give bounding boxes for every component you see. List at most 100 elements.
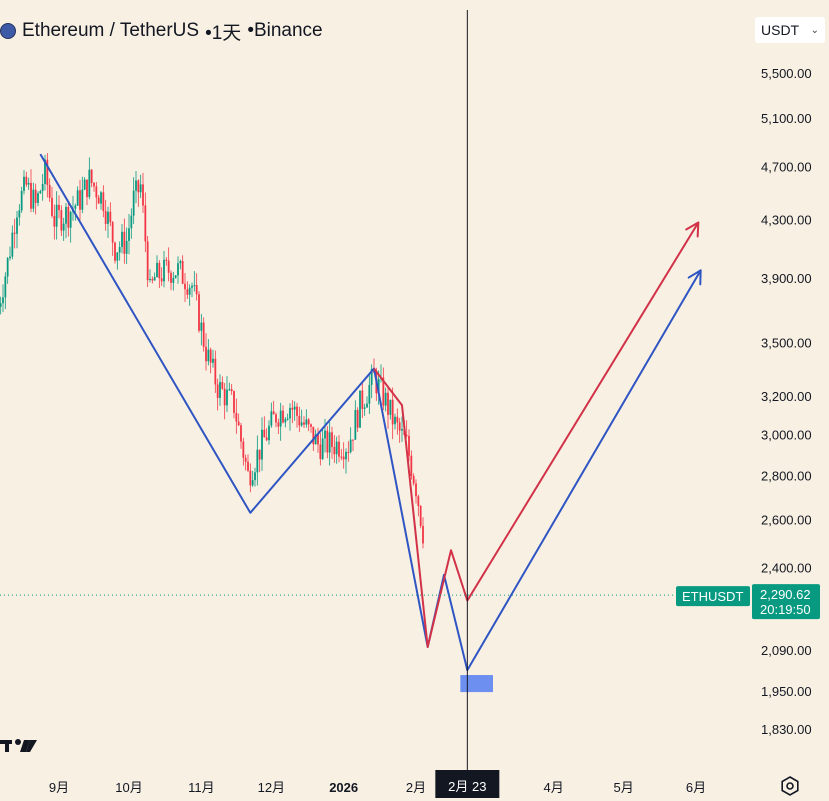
price-tick-label: 3,200.00 <box>761 389 812 404</box>
candle-body <box>361 390 364 409</box>
candle-body <box>394 416 396 425</box>
exchange-label: •Binance <box>247 20 323 41</box>
candle-body <box>408 435 410 456</box>
candle-body <box>90 169 93 183</box>
candle-body <box>125 240 128 254</box>
time-tick-label: 11月 <box>188 780 215 795</box>
candle-body <box>118 247 121 253</box>
candle-body <box>0 303 2 307</box>
candle-body <box>310 424 312 427</box>
crosshair-date-badge <box>435 770 500 798</box>
candle-body <box>352 439 354 441</box>
candle-body <box>144 205 147 242</box>
candle-body <box>214 358 217 385</box>
candle-body <box>156 262 158 278</box>
price-tick-label: 1,830.00 <box>761 722 812 737</box>
candle-body <box>16 217 18 234</box>
price-tick-label: 2,800.00 <box>761 468 812 483</box>
candle-body <box>291 407 294 410</box>
candle-body <box>279 410 282 427</box>
candle-body <box>163 259 165 282</box>
candle-body <box>286 418 289 420</box>
candle-body <box>186 289 189 295</box>
price-tick-label: 3,500.00 <box>761 335 812 350</box>
candle-body <box>130 215 133 229</box>
price-tick-label: 2,600.00 <box>761 513 812 528</box>
candle-body <box>233 391 235 413</box>
quote-currency-value: USDT <box>761 22 800 38</box>
tradingview-logo-icon[interactable] <box>0 734 40 754</box>
time-tick-label: 12月 <box>258 780 285 795</box>
price-axis: 5,500.00 5,100.00 4,700.00 4,300.00 3,900.00… <box>761 66 812 737</box>
candle-body <box>328 432 331 453</box>
candle-body <box>422 525 424 544</box>
quote-currency-select[interactable]: USDT ⌄ <box>755 17 825 43</box>
candle-body <box>398 422 401 431</box>
candle-body <box>139 184 142 193</box>
candle-body <box>179 261 182 264</box>
time-tick-label: 9月 <box>49 780 69 795</box>
candle-body <box>4 276 7 298</box>
interval-label[interactable]: •1天 <box>205 22 242 44</box>
ethereum-icon <box>0 23 16 39</box>
price-tick-label: 3,900.00 <box>761 271 812 286</box>
candle-body <box>109 211 112 223</box>
settings-icon[interactable] <box>780 776 800 796</box>
candle-body <box>307 419 310 425</box>
candle-body <box>20 190 23 211</box>
candle-body <box>207 349 210 362</box>
candle-body <box>167 260 170 273</box>
candle-body <box>265 437 268 441</box>
candle-body <box>405 434 408 436</box>
candle-body <box>261 429 263 460</box>
candle-body <box>275 414 277 423</box>
candle-body <box>321 438 324 459</box>
candle-body <box>51 197 53 216</box>
candle-body <box>170 272 172 283</box>
price-tick-label: 4,300.00 <box>761 213 812 228</box>
candle-body <box>65 206 67 224</box>
chevron-down-icon: ⌄ <box>810 24 819 36</box>
candle-body <box>221 382 224 389</box>
candle-body <box>39 191 42 194</box>
price-tick-label: 5,500.00 <box>761 66 812 81</box>
candle-body <box>303 422 305 425</box>
candle-body <box>132 190 135 216</box>
candle-body <box>387 392 389 415</box>
candle-body <box>135 180 137 191</box>
candle-body <box>128 228 130 241</box>
candle-body <box>86 179 88 198</box>
candle-body <box>83 179 86 190</box>
candle-body <box>417 496 420 506</box>
candle-body <box>160 278 163 282</box>
candle-body <box>149 278 151 281</box>
red-arrowhead <box>696 221 700 238</box>
candle-body <box>9 256 11 259</box>
candle-body <box>389 399 392 415</box>
candle-body <box>48 184 51 198</box>
candle-body <box>18 210 21 218</box>
candle-body <box>319 444 322 459</box>
candle-body <box>391 399 394 425</box>
candle-body <box>198 294 200 331</box>
candle-body <box>366 403 368 408</box>
candle-body <box>13 232 16 234</box>
candle-body <box>247 461 249 471</box>
candle-body <box>324 430 326 439</box>
candle-body <box>342 456 345 460</box>
time-tick-label: 10月 <box>115 780 142 795</box>
candle-body <box>116 252 119 261</box>
symbol-title[interactable]: Ethereum / TetherUS <box>22 20 200 41</box>
candle-body <box>242 441 245 458</box>
candle-body <box>340 456 343 458</box>
candle-body <box>230 389 233 392</box>
candle-body <box>41 183 44 192</box>
candle-body <box>11 232 14 257</box>
time-tick-label: 6月 <box>686 780 706 795</box>
candle-body <box>219 382 221 398</box>
candle-body <box>44 159 46 184</box>
candle-body <box>314 434 317 445</box>
candle-body <box>258 449 261 460</box>
